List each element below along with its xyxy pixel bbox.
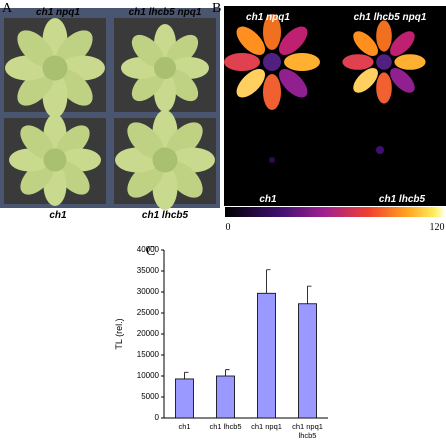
x-tick-label-box: ch1 npq1 [251,422,282,431]
bar [216,375,235,419]
x-tick-label: ch1 lhcb5 [209,422,242,431]
error-bar [184,371,189,379]
colorbar-min: 0 [226,222,231,233]
y-tick-label: 20000 [137,329,160,338]
panel-label: C [146,244,155,259]
y-tick-label: 30000 [137,287,160,296]
y-axis-label: TL (rel.) [114,318,124,349]
bar [298,303,317,419]
colorbar-max: 120 [430,222,445,233]
error-bar [307,285,312,304]
genotype-label: ch1 lhcb5 [142,210,189,221]
x-tick-label-box: ch1 npq1 lhcb5 [292,422,323,440]
y-tick-label: 15000 [137,350,160,359]
x-tick-label-box: ch1 [178,422,191,431]
panel-label: A [2,1,13,16]
y-tick-label: 40000 [137,245,160,254]
error-bar [266,269,271,294]
error-bar [225,369,230,376]
genotype-label: ch1 npq1 [246,12,290,23]
bar [257,292,276,419]
x-tick-label: ch1 [178,422,191,431]
y-tick-label: 5000 [141,392,159,401]
photo-a [0,8,220,210]
y-tick-label: 10000 [137,371,160,380]
x-tick-label: ch1 npq1 lhcb5 [292,422,323,440]
y-tick-label: 35000 [137,266,160,275]
bar [175,378,194,419]
genotype-label: ch1 [49,210,67,221]
x-tick-label: ch1 npq1 [251,422,282,431]
colorbar [225,207,446,217]
fluorescence-image [224,6,446,206]
genotype-label: ch1 [259,194,277,205]
genotype-label: ch1 lhcb5 [379,194,426,205]
genotype-label: ch1 npq1 [36,7,80,18]
bar-chart: 0 5000 10000 15000 20000 25000 30000 35000 40000… [137,245,328,440]
y-tick-label: 25000 [137,308,160,317]
x-tick-label-box: ch1 lhcb5 [209,422,242,431]
panel-label: B [212,1,221,16]
genotype-label: ch1 lhcb5 npq1 [354,12,427,23]
genotype-label: ch1 lhcb5 npq1 [129,7,202,18]
y-tick-label: 0 [155,413,160,422]
